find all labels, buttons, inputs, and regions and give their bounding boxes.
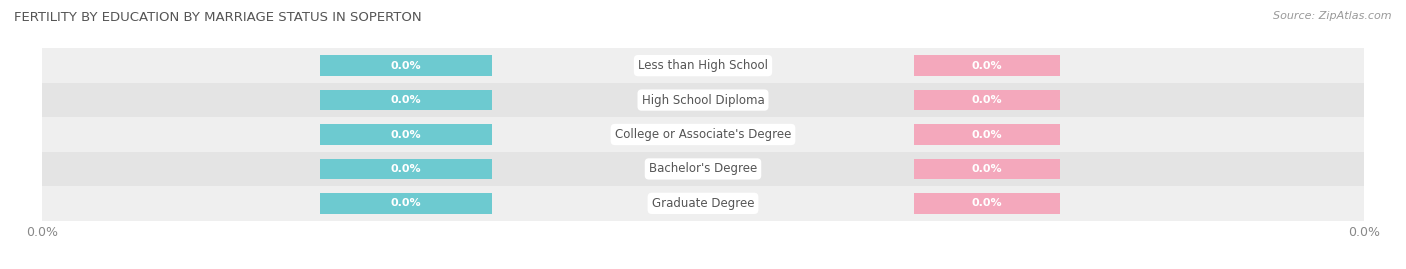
Text: 0.0%: 0.0% [972,61,1002,71]
Text: 0.0%: 0.0% [972,129,1002,140]
Text: 0.0%: 0.0% [391,164,420,174]
Bar [914,193,1060,214]
Text: 0.0%: 0.0% [391,61,420,71]
Bar [42,117,1364,152]
Text: Bachelor's Degree: Bachelor's Degree [650,162,756,175]
Bar [319,159,492,179]
Text: 0.0%: 0.0% [972,95,1002,105]
Text: 0.0%: 0.0% [391,198,420,208]
Bar [319,193,492,214]
Bar [42,83,1364,117]
Text: Less than High School: Less than High School [638,59,768,72]
Text: Graduate Degree: Graduate Degree [652,197,754,210]
Text: FERTILITY BY EDUCATION BY MARRIAGE STATUS IN SOPERTON: FERTILITY BY EDUCATION BY MARRIAGE STATU… [14,11,422,24]
Bar [914,90,1060,110]
Bar [42,48,1364,83]
Text: College or Associate's Degree: College or Associate's Degree [614,128,792,141]
Text: High School Diploma: High School Diploma [641,94,765,107]
Text: 0.0%: 0.0% [972,164,1002,174]
Text: 0.0%: 0.0% [391,129,420,140]
Bar [319,55,492,76]
Bar [914,159,1060,179]
Bar [42,186,1364,221]
Text: 0.0%: 0.0% [972,198,1002,208]
Bar [914,55,1060,76]
Text: Source: ZipAtlas.com: Source: ZipAtlas.com [1274,11,1392,21]
Bar [319,90,492,110]
Text: 0.0%: 0.0% [391,95,420,105]
Bar [914,124,1060,145]
Bar [42,152,1364,186]
Bar [319,124,492,145]
